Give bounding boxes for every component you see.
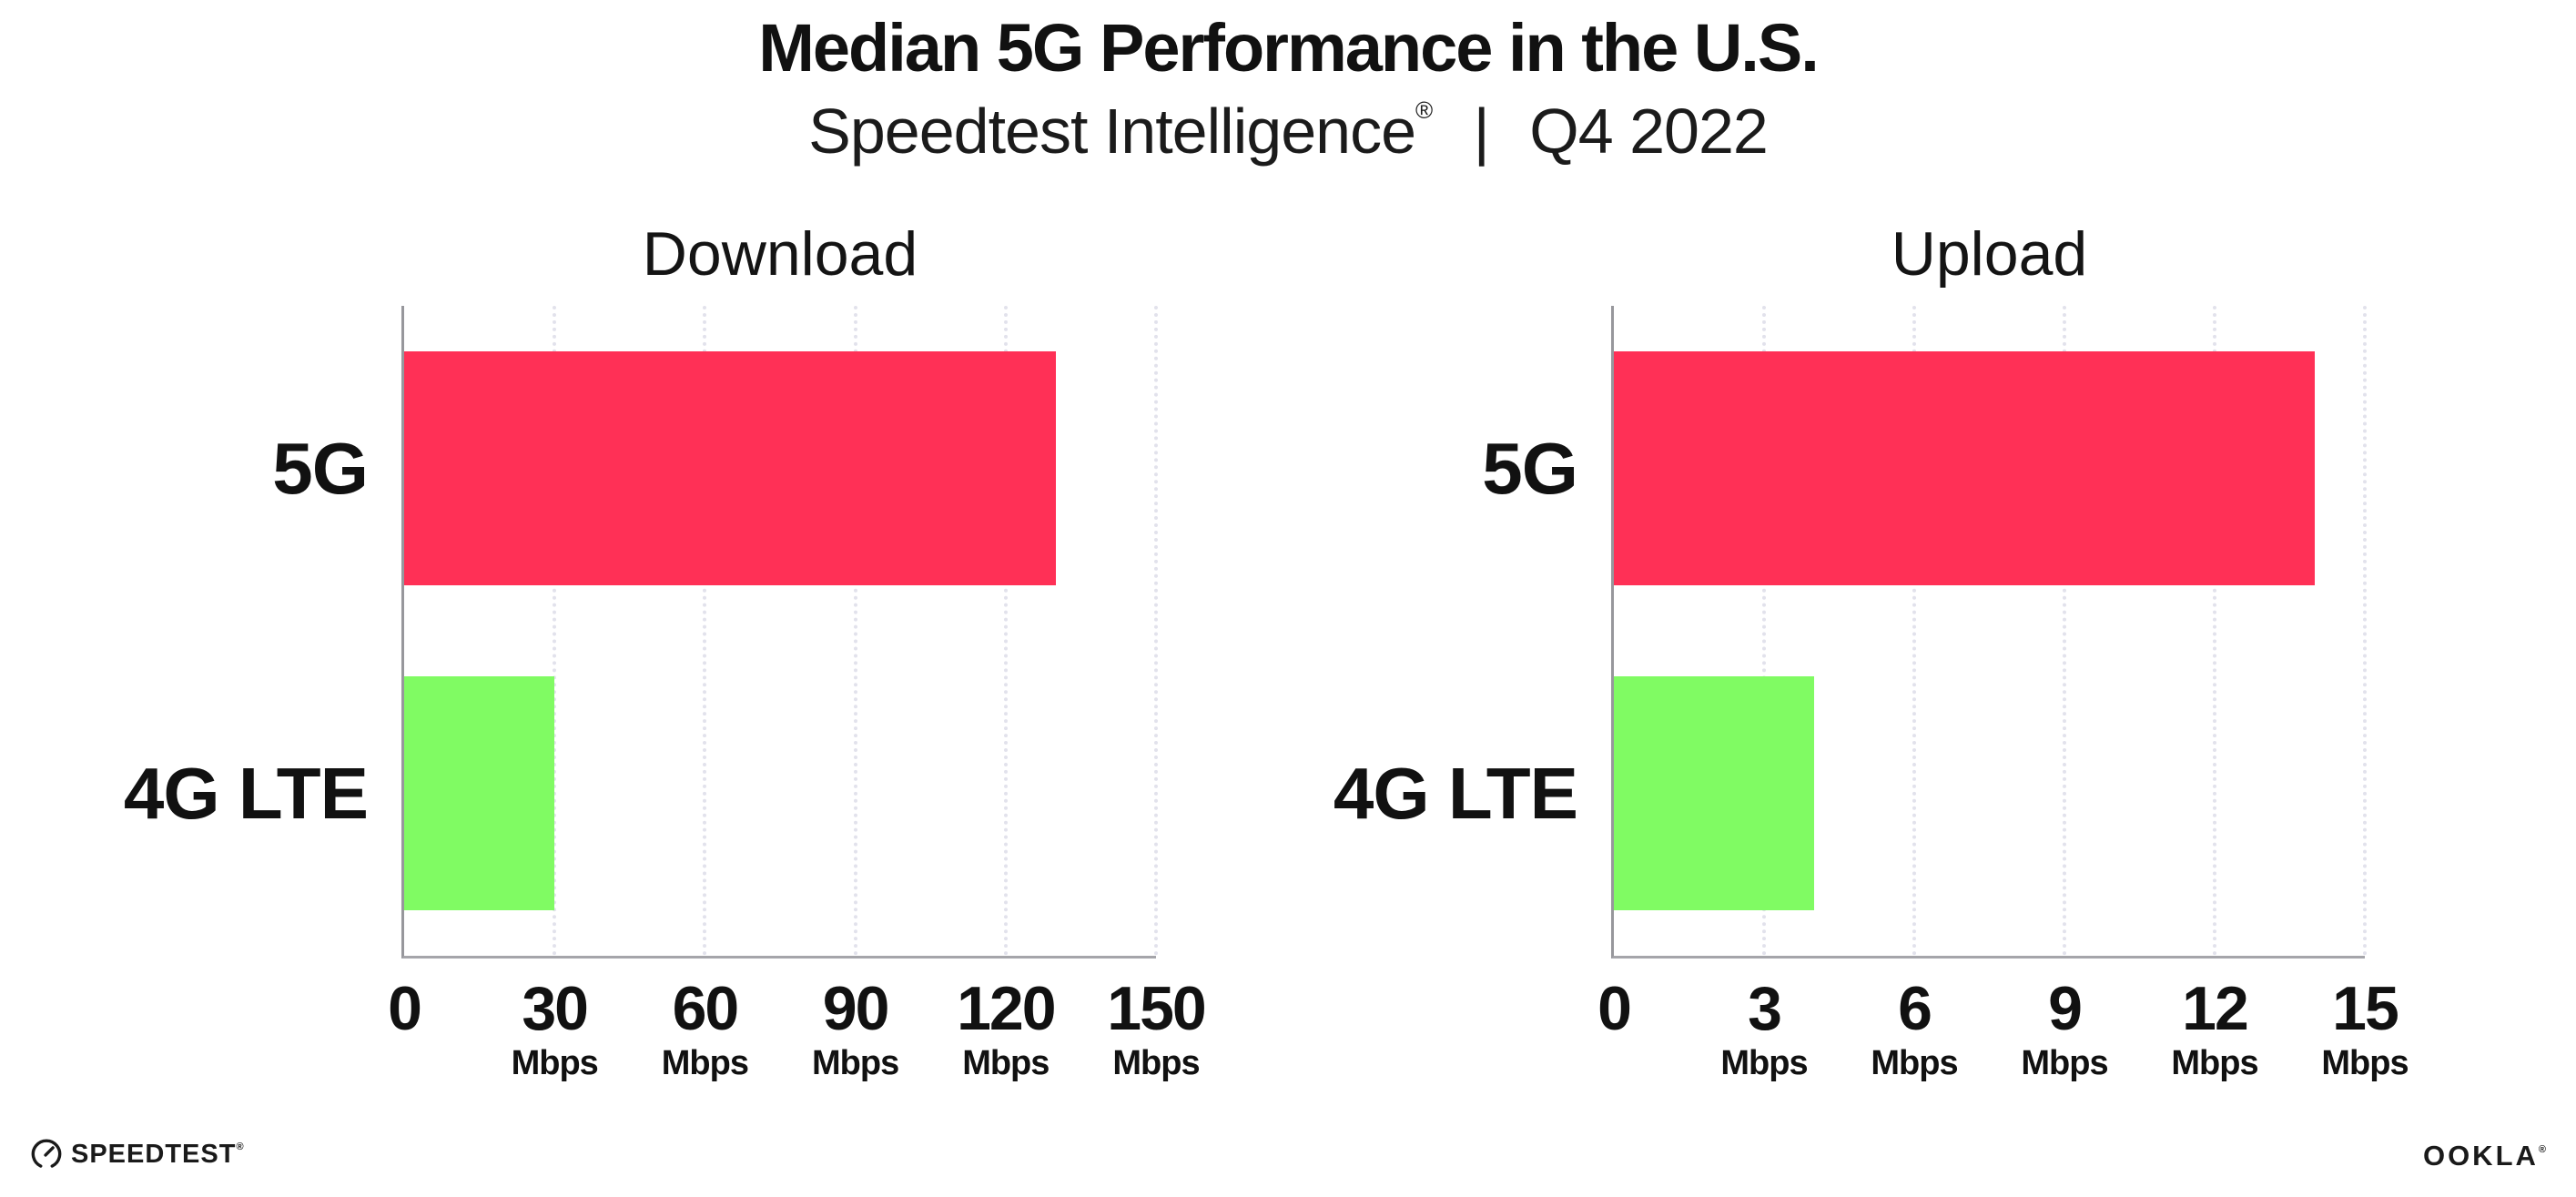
download-category-labels: 5G 4G LTE (4, 306, 369, 956)
x-tick-value: 0 (1597, 974, 1632, 1043)
subtitle-product: Speedtest Intelligence (808, 96, 1416, 167)
x-tick-12: 12 Mbps (2115, 976, 2315, 1083)
x-tick-0: 0 (304, 976, 504, 1041)
x-tick-value: 3 (1748, 974, 1782, 1043)
x-tick-value: 9 (2048, 974, 2083, 1043)
x-tick-15: 15 Mbps (2265, 976, 2465, 1083)
x-tick-120: 120 Mbps (906, 976, 1106, 1083)
subtitle-period: Q4 2022 (1529, 96, 1769, 167)
x-tick-value: 90 (822, 974, 890, 1043)
x-tick-60: 60 Mbps (604, 976, 805, 1083)
x-tick-value: 6 (1898, 974, 1932, 1043)
x-tick-value: 150 (1107, 974, 1206, 1043)
x-tick-150: 150 Mbps (1056, 976, 1256, 1083)
x-tick-unit: Mbps (2321, 1044, 2409, 1082)
subtitle-separator: | (1473, 96, 1490, 167)
x-tick-value: 12 (2182, 974, 2249, 1043)
gridline-120 (1003, 306, 1008, 956)
x-tick-unit: Mbps (2021, 1044, 2108, 1082)
x-tick-unit: Mbps (1112, 1044, 1200, 1082)
gridline-12 (2213, 306, 2216, 956)
x-tick-unit: Mbps (962, 1044, 1050, 1082)
gridline-60 (703, 306, 707, 956)
x-tick-6: 6 Mbps (1814, 976, 2014, 1083)
speedtest-wordmark: SPEEDTEST® (71, 1139, 245, 1169)
x-tick-value: 30 (522, 974, 589, 1043)
gridline-90 (853, 306, 857, 956)
upload-plot-area (1611, 306, 2367, 959)
ookla-registered-mark: ® (2538, 1144, 2546, 1155)
page-title: Median 5G Performance in the U.S. (758, 10, 1820, 86)
speedtest-logo: SPEEDTEST® (31, 1136, 245, 1172)
x-tick-value: 0 (388, 974, 422, 1043)
registered-mark: ® (1415, 96, 1434, 124)
x-tick-unit: Mbps (811, 1044, 899, 1082)
x-tick-value: 120 (957, 974, 1056, 1043)
download-chart-title: Download (642, 219, 918, 289)
ookla-logo: OOKLA® (2423, 1140, 2546, 1172)
x-tick-9: 9 Mbps (1964, 976, 2165, 1083)
upload-chart-title: Upload (1891, 219, 2088, 289)
x-tick-0: 0 (1514, 976, 1714, 1041)
x-tick-90: 90 Mbps (756, 976, 956, 1083)
x-tick-unit: Mbps (1871, 1044, 1958, 1082)
speedtest-gauge-icon (31, 1139, 62, 1170)
x-tick-value: 60 (672, 974, 740, 1043)
x-tick-unit: Mbps (2171, 1044, 2258, 1082)
x-tick-unit: Mbps (511, 1044, 599, 1082)
x-tick-30: 30 Mbps (454, 976, 654, 1083)
gridline-150 (1154, 306, 1158, 956)
category-label-5g: 5G (1482, 427, 1578, 509)
category-label-4g-lte: 4G LTE (1333, 752, 1578, 834)
bar-5g-download (404, 350, 1056, 585)
upload-x-axis: 0 3 Mbps 6 Mbps 9 Mbps 12 Mbps 15 Mbps (1597, 976, 2409, 1094)
gridline-30 (553, 306, 557, 956)
category-label-5g: 5G (272, 427, 369, 509)
ookla-wordmark: OOKLA (2422, 1140, 2539, 1172)
x-tick-unit: Mbps (1720, 1044, 1808, 1082)
x-tick-unit: Mbps (661, 1044, 749, 1082)
bar-4g-lte-upload (1614, 675, 1814, 910)
download-plot-area (401, 306, 1158, 959)
bar-4g-lte-download (404, 675, 555, 910)
gridline-3 (1762, 306, 1766, 956)
page-subtitle: Speedtest Intelligence® | Q4 2022 (0, 95, 2576, 167)
gridline-6 (1912, 306, 1916, 956)
gridline-9 (2063, 306, 2066, 956)
x-tick-value: 15 (2332, 974, 2399, 1043)
bar-5g-upload (1614, 350, 2315, 585)
x-tick-3: 3 Mbps (1664, 976, 1864, 1083)
download-x-axis: 0 30 Mbps 60 Mbps 90 Mbps 120 Mbps 150 Mbps (388, 976, 1207, 1094)
speedtest-trademark: ® (236, 1141, 245, 1152)
upload-category-labels: 5G 4G LTE (1213, 306, 1578, 956)
category-label-4g-lte: 4G LTE (123, 752, 369, 834)
gridline-15 (2363, 306, 2367, 956)
